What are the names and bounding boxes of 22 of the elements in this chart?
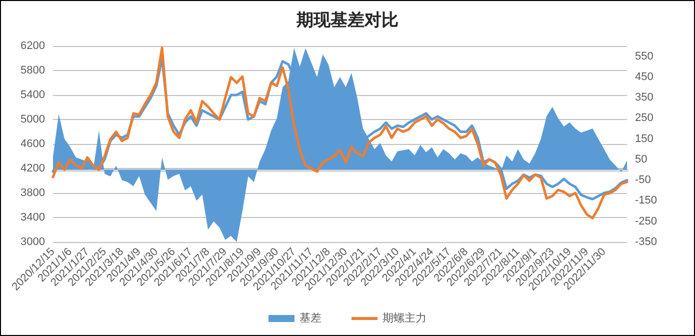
legend-label: 期螺主力: [382, 312, 426, 324]
y2-tick-label: -350: [635, 236, 658, 248]
y2-tick-label: 350: [635, 92, 654, 104]
y2-tick-label: -250: [635, 215, 658, 228]
y-tick-label: 6200: [20, 40, 45, 52]
y2-tick-label: 150: [635, 132, 654, 145]
y-tick-label: 3000: [20, 236, 45, 248]
y-tick-label: 5400: [20, 89, 45, 101]
legend-label: 基差: [300, 312, 322, 324]
y2-tick-label: -50: [635, 174, 651, 186]
y2-tick-label: -150: [635, 194, 658, 207]
y2-tick-label: 50: [635, 153, 648, 166]
y2-tick-label: 450: [635, 70, 654, 83]
y-tick-label: 3400: [20, 212, 45, 224]
y-tick-label: 4600: [20, 138, 45, 150]
y2-tick-label: 550: [635, 50, 654, 62]
y-tick-label: 3800: [20, 187, 45, 199]
y-tick-label: 5000: [20, 114, 45, 126]
y-tick-label: 4200: [20, 162, 45, 174]
y2-tick-label: 250: [635, 112, 654, 124]
chart-title: 期现基差对比: [296, 10, 398, 30]
y-tick-label: 5800: [20, 64, 45, 76]
